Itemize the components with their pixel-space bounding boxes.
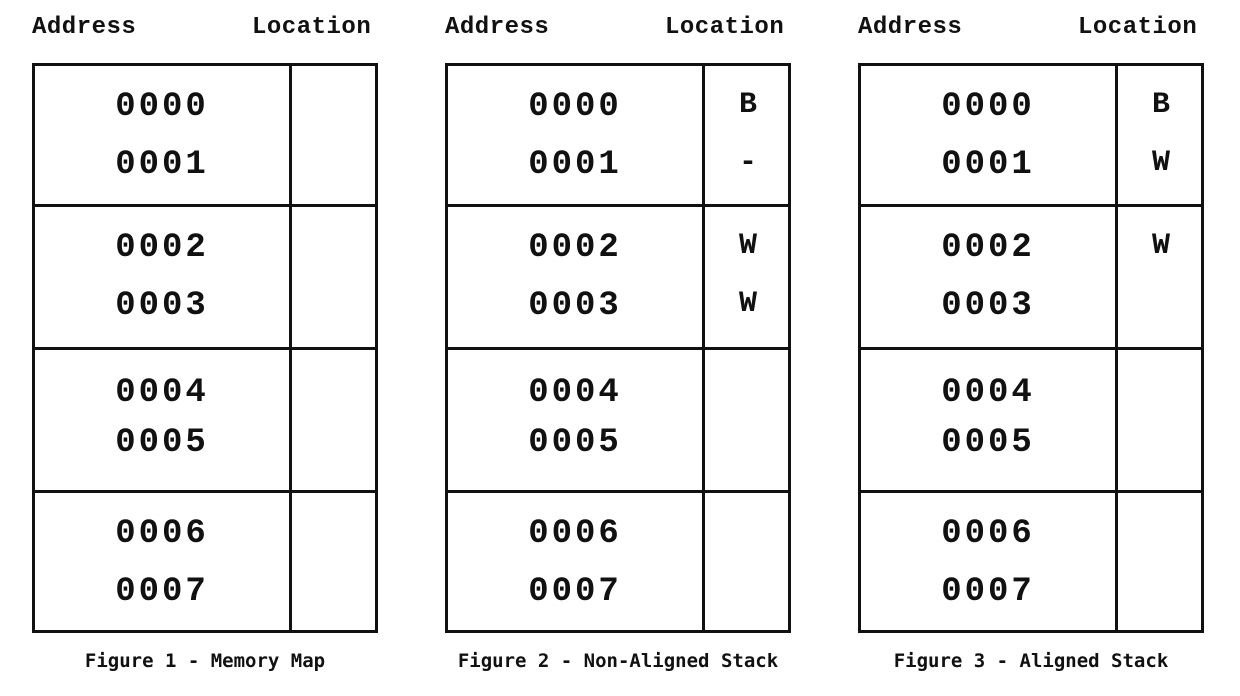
location-header: Location — [1078, 14, 1198, 41]
memory-table: 0000 0001 0002 0003 0004 0005 0006 0007 — [32, 63, 378, 633]
address-cell: 0007 — [115, 573, 209, 611]
address-cell: 0007 — [528, 573, 622, 611]
address-cell: 0006 — [941, 515, 1035, 553]
location-cell: W — [738, 287, 757, 321]
address-cell: 0002 — [115, 229, 209, 267]
memory-row: 0002 0003 W W — [448, 204, 788, 347]
memory-row: 0000 0001 B - — [448, 66, 788, 204]
figure-non-aligned-stack: Address Location 0000 0001 B - 0002 0003… — [443, 0, 803, 696]
address-header: Address — [445, 14, 550, 41]
memory-row: 0004 0005 — [861, 347, 1201, 490]
location-cell: W — [738, 229, 757, 263]
address-header: Address — [32, 14, 137, 41]
address-cell: 0002 — [528, 229, 622, 267]
memory-row: 0004 0005 — [35, 347, 375, 490]
memory-row: 0002 0003 — [35, 204, 375, 347]
address-cell: 0001 — [115, 146, 209, 184]
address-cell: 0003 — [115, 287, 209, 325]
location-cell: B — [1151, 88, 1170, 122]
address-cell: 0000 — [115, 88, 209, 126]
memory-row: 0004 0005 — [448, 347, 788, 490]
address-header: Address — [858, 14, 963, 41]
memory-row: 0002 0003 W — [861, 204, 1201, 347]
address-cell: 0000 — [941, 88, 1035, 126]
figure-aligned-stack: Address Location 0000 0001 B W 0002 0003… — [856, 0, 1216, 696]
figure-caption: Figure 2 - Non-Aligned Stack — [457, 650, 779, 672]
address-cell: 0004 — [115, 374, 209, 412]
address-cell: 0005 — [115, 424, 209, 462]
figure-memory-map: Address Location 0000 0001 0002 0003 000… — [30, 0, 390, 696]
address-cell: 0006 — [528, 515, 622, 553]
memory-row: 0006 0007 — [448, 490, 788, 633]
location-cell: - — [738, 146, 757, 180]
address-cell: 0003 — [528, 287, 622, 325]
address-cell: 0005 — [528, 424, 622, 462]
location-header: Location — [252, 14, 372, 41]
address-cell: 0000 — [528, 88, 622, 126]
address-cell: 0002 — [941, 229, 1035, 267]
memory-row: 0000 0001 B W — [861, 66, 1201, 204]
address-cell: 0001 — [528, 146, 622, 184]
memory-table: 0000 0001 B W 0002 0003 W 0004 0005 0006… — [858, 63, 1204, 633]
location-header: Location — [665, 14, 785, 41]
address-cell: 0001 — [941, 146, 1035, 184]
address-cell: 0004 — [941, 374, 1035, 412]
address-cell: 0003 — [941, 287, 1035, 325]
address-cell: 0004 — [528, 374, 622, 412]
figure-caption: Figure 3 - Aligned Stack — [893, 650, 1169, 672]
memory-row: 0000 0001 — [35, 66, 375, 204]
memory-row: 0006 0007 — [861, 490, 1201, 633]
location-cell: W — [1151, 146, 1170, 180]
address-cell: 0007 — [941, 573, 1035, 611]
address-cell: 0006 — [115, 515, 209, 553]
figure-caption: Figure 1 - Memory Map — [84, 650, 326, 672]
memory-row: 0006 0007 — [35, 490, 375, 633]
location-cell: W — [1151, 229, 1170, 263]
address-cell: 0005 — [941, 424, 1035, 462]
location-cell: B — [738, 88, 757, 122]
memory-table: 0000 0001 B - 0002 0003 W W 0004 0005 00… — [445, 63, 791, 633]
